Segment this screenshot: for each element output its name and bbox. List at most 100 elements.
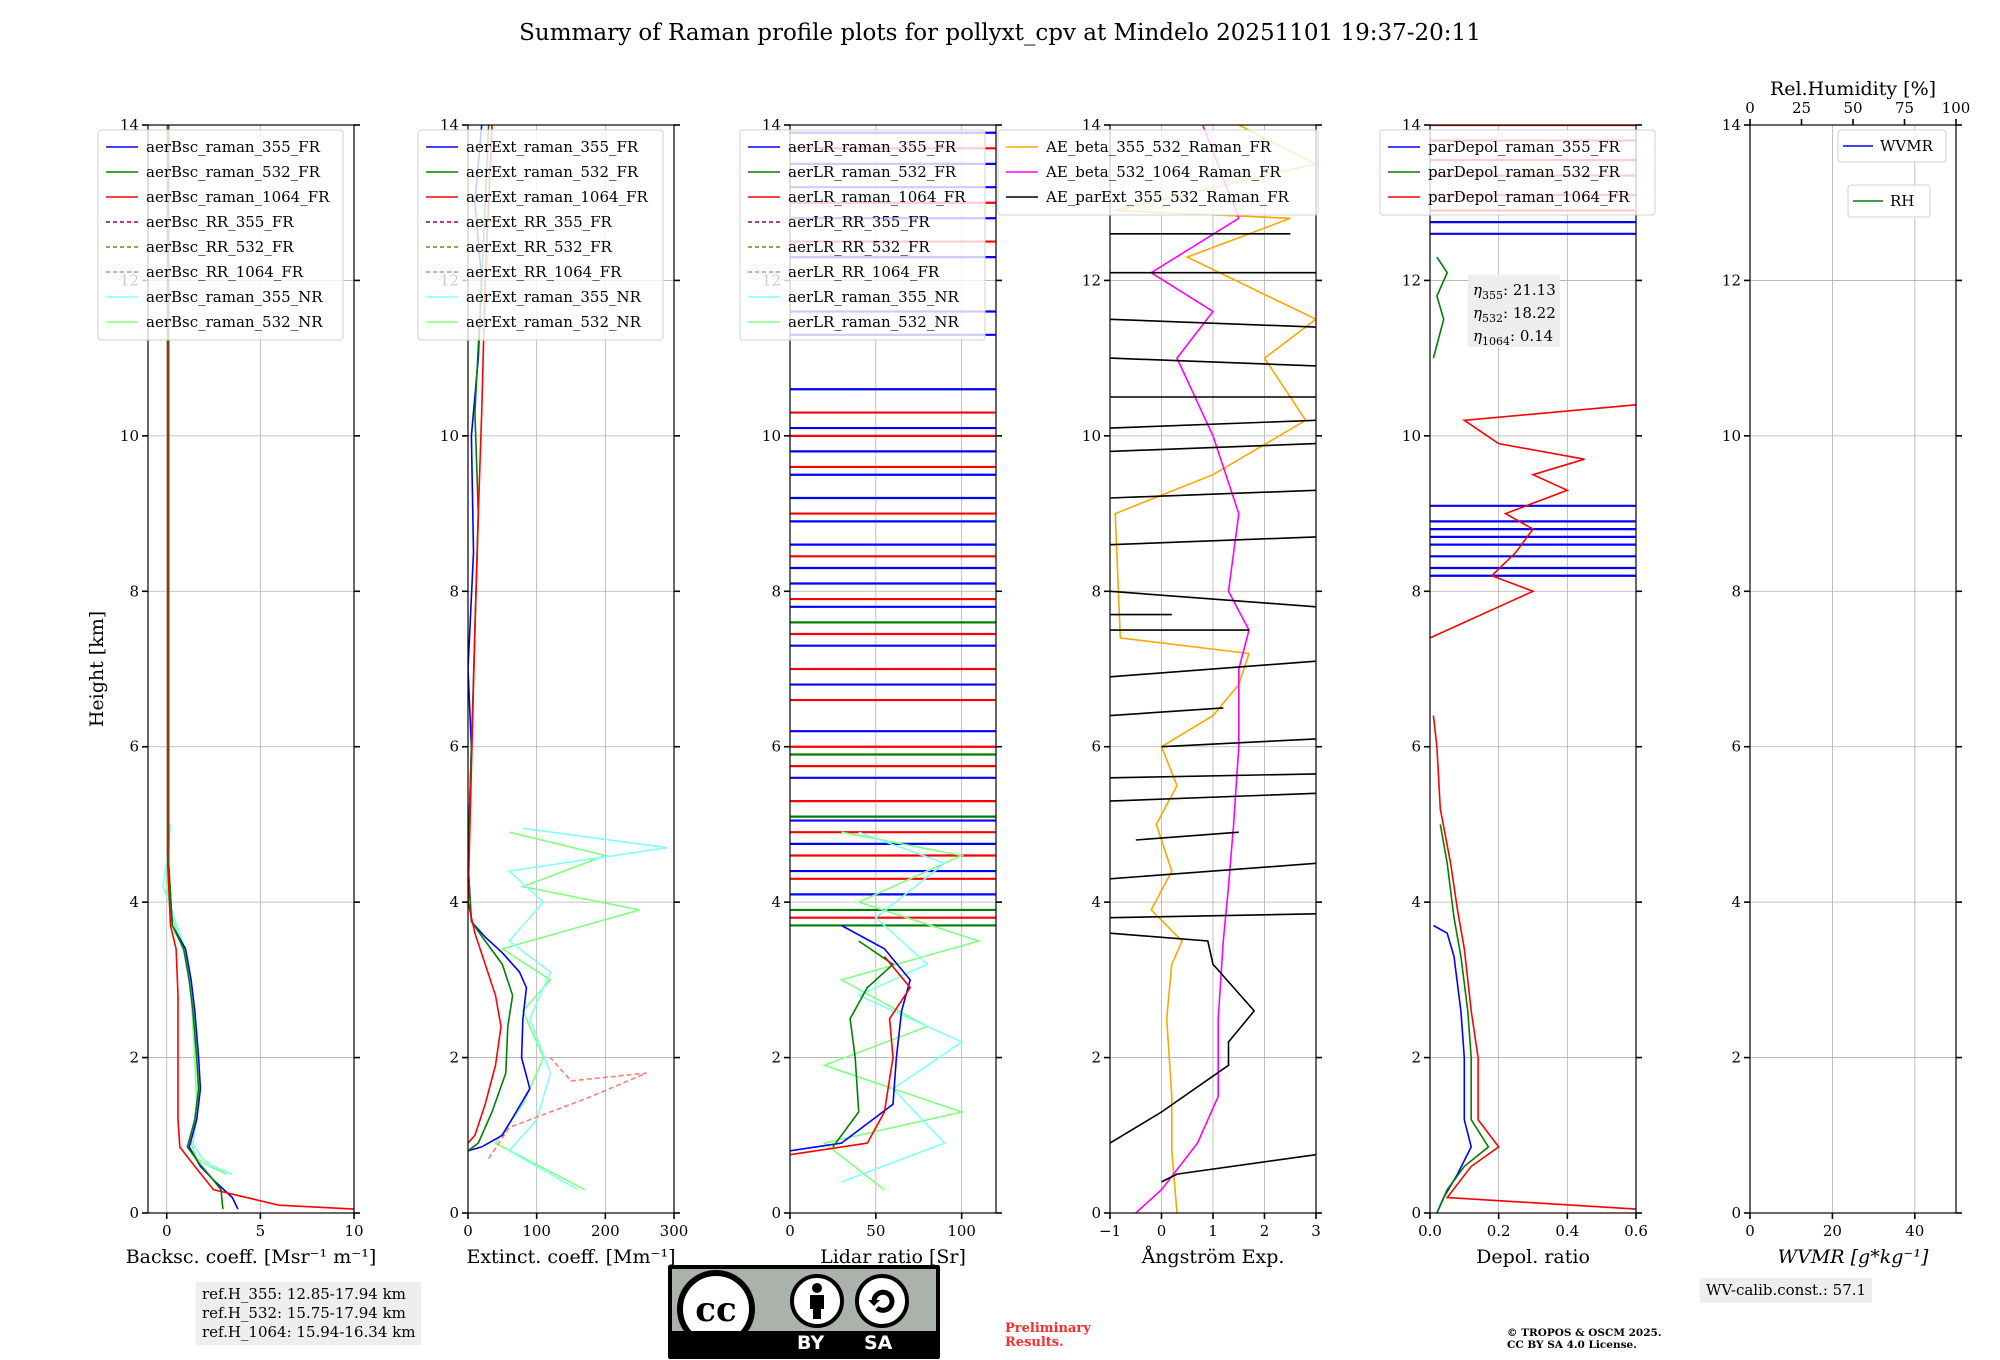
- legend-label: aerBsc_raman_1064_FR: [146, 188, 330, 206]
- x-tick-label: 0: [162, 1222, 172, 1240]
- legend-label: aerLR_raman_355_FR: [788, 138, 957, 156]
- cc-logo-icon: cc: [677, 1270, 909, 1348]
- series-line-AE_parExt_355_532_Raman_FR-segment: [1110, 862, 1316, 880]
- legend-label: aerBsc_raman_355_FR: [146, 138, 321, 156]
- series-line-AE_beta_532_1064_Raman_FR: [1135, 125, 1250, 1213]
- top-tick-label: 0: [1745, 99, 1755, 117]
- y-tick-label: 8: [1091, 582, 1101, 600]
- y-tick-label: 2: [771, 1049, 781, 1067]
- series-line-AE_parExt_355_532_Raman_FR-segment: [1110, 536, 1316, 546]
- legend-box: [1837, 129, 1947, 163]
- legend-label: aerExt_RR_355_FR: [466, 213, 613, 231]
- series-line-aerExt_raman_1064_FR: [468, 125, 502, 1144]
- preliminary-note: Preliminary Results.: [1005, 1322, 1145, 1350]
- eta-subscript: 1064: [1482, 335, 1510, 348]
- y-tick-label: 0: [771, 1204, 781, 1222]
- series-line-AE_parExt_355_532_Raman_FR-segment: [1110, 318, 1316, 328]
- panel-extinction: 024681012140100200300Extinct. coeff. [Mm…: [417, 116, 688, 1268]
- y-tick-label: 10: [762, 427, 781, 445]
- legend-label: aerExt_RR_532_FR: [466, 238, 613, 256]
- eta-subscript: 355: [1482, 289, 1503, 302]
- top-tick-label: 75: [1895, 99, 1914, 117]
- series-line-AE_parExt_355_532_Raman_FR-segment: [1110, 442, 1316, 453]
- x-axis-label: Backsc. coeff. [Msr⁻¹ m⁻¹]: [126, 1246, 377, 1268]
- series-line-AE_parExt_355_532_Raman_FR-segment: [1110, 913, 1316, 919]
- series-line-aerLR_raman_532_FR: [832, 940, 895, 1148]
- series-line-parDepol_raman_1064_FR_upper: [1430, 404, 1636, 639]
- x-tick-label: 0: [1157, 1222, 1167, 1240]
- axes-frame: [1429, 124, 1637, 1214]
- y-tick-label: 12: [1082, 271, 1101, 289]
- eta-value: : 0.14: [1510, 327, 1553, 345]
- x-tick-label: 5: [256, 1222, 266, 1240]
- y-tick-label: 10: [1082, 427, 1101, 445]
- series-group: [162, 125, 354, 1210]
- eta-subscript: 532: [1482, 312, 1503, 325]
- y-tick-label: 10: [1402, 427, 1421, 445]
- legend-box: [739, 129, 986, 341]
- series-line-aerExt_raman_532_FR: [468, 125, 514, 1152]
- legend-box: [97, 129, 344, 341]
- eta-annotation-box: [1468, 275, 1560, 347]
- legend-label: aerBsc_RR_355_FR: [146, 213, 294, 231]
- y-tick-label: 0: [1091, 1204, 1101, 1222]
- eta-value: : 21.13: [1503, 281, 1556, 299]
- eta-value: : 18.22: [1503, 304, 1556, 322]
- x-tick-label: 100: [947, 1222, 976, 1240]
- series-line-AE_parExt_355_532_Raman_FR-segment: [1135, 831, 1239, 841]
- y-tick-label: 14: [1722, 116, 1741, 134]
- legend-label: aerLR_RR_532_FR: [788, 238, 930, 256]
- series-line-parDepol_raman_532_FR: [1436, 824, 1490, 1213]
- y-tick-label: 0: [1411, 1204, 1421, 1222]
- series-group: [468, 125, 668, 1191]
- legend-label: RH: [1890, 192, 1914, 210]
- series-line-AE_parExt_355_532_Raman_FR-segment: [1110, 660, 1316, 678]
- y-tick-label: 4: [449, 893, 459, 911]
- series-line-parDepol_raman_355_FR: [1433, 924, 1473, 1213]
- legend-label: aerExt_raman_355_NR: [466, 288, 642, 306]
- series-line-aerBsc_raman_532_NR: [165, 855, 228, 1175]
- eta-annotation-line: η1064: 0.14: [1473, 327, 1553, 348]
- series-line-AE_parExt_355_532_Raman_FR-segment: [1110, 792, 1316, 802]
- series-group: [1110, 125, 1316, 1213]
- legend-label: AE_beta_355_532_Raman_FR: [1045, 138, 1272, 156]
- axes-frame: [467, 124, 675, 1214]
- legend-box: [1379, 129, 1656, 216]
- y-axis-label: Height [km]: [86, 611, 108, 727]
- y-tick-label: 2: [1411, 1049, 1421, 1067]
- y-tick-label: 6: [771, 738, 781, 756]
- legend-label: aerLR_RR_355_FR: [788, 213, 930, 231]
- ref-height-1064: ref.H_1064: 15.94-16.34 km: [202, 1323, 416, 1341]
- eta-annotation-line: η355: 21.13: [1473, 281, 1556, 302]
- x-tick-label: 200: [591, 1222, 620, 1240]
- series-line-AE_parExt_355_532_Raman_FR-segment: [1110, 590, 1316, 608]
- copyright-line-2: CC BY SA 4.0 License.: [1507, 1339, 1637, 1351]
- eta-symbol: η: [1473, 304, 1482, 322]
- y-tick-label: 12: [1402, 271, 1421, 289]
- y-tick-label: 6: [1731, 738, 1741, 756]
- y-tick-label: 6: [449, 738, 459, 756]
- legend-label: aerBsc_raman_532_NR: [146, 313, 323, 331]
- copyright-line-1: © TROPOS & OSCM 2025.: [1507, 1327, 1662, 1339]
- top-axis-label: Rel.Humidity [%]: [1770, 78, 1936, 100]
- legend-label: aerExt_raman_532_FR: [466, 163, 639, 181]
- x-axis-label: Lidar ratio [Sr]: [820, 1246, 966, 1268]
- x-tick-label: 20: [1823, 1222, 1842, 1240]
- y-tick-label: 2: [1091, 1049, 1101, 1067]
- legend-label: aerExt_RR_1064_FR: [466, 263, 622, 281]
- axes-frame: [1749, 124, 1957, 1214]
- x-tick-label: 2: [1260, 1222, 1270, 1240]
- x-tick-label: 0: [785, 1222, 795, 1240]
- series-line-aerBsc_raman_1064_FR: [166, 125, 354, 1210]
- y-tick-label: 6: [1091, 738, 1101, 756]
- legend-label: aerExt_raman_1064_FR: [466, 188, 648, 206]
- panel-backscatter: 024681012140510Backsc. coeff. [Msr⁻¹ m⁻¹…: [97, 116, 377, 1268]
- ref-height-532: ref.H_532: 15.75-17.94 km: [202, 1304, 406, 1322]
- y-tick-label: 2: [1731, 1049, 1741, 1067]
- legend-label: parDepol_raman_1064_FR: [1428, 188, 1630, 206]
- series-line-aerBsc_raman_532_FR: [167, 125, 224, 1210]
- x-tick-label: 0.0: [1418, 1222, 1442, 1240]
